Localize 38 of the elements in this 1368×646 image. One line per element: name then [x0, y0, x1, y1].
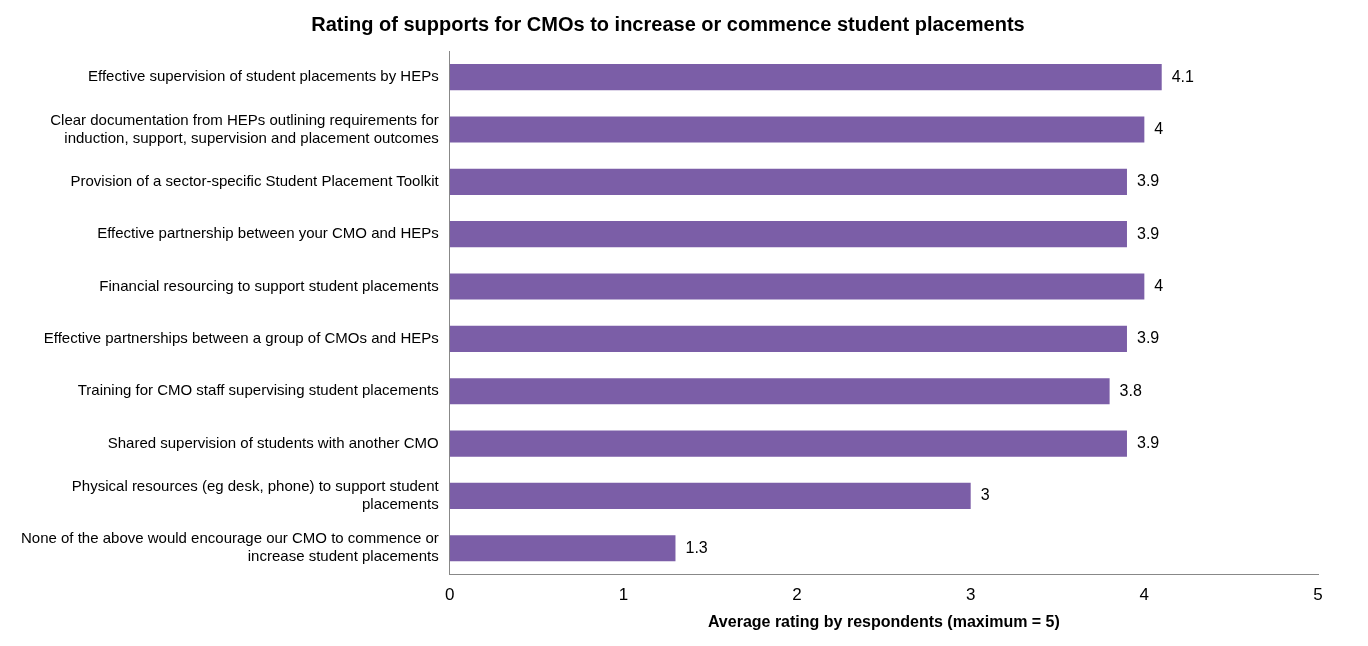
- y-tick-label: Physical resources (eg desk, phone) to support student placements: [71, 477, 440, 513]
- bar: [449, 64, 1162, 91]
- y-tick-label: Effective supervision of student placements by HEPs: [87, 67, 439, 85]
- data-label: 3.9: [1136, 224, 1160, 242]
- y-tick-label: Shared supervision of students with another CMO: [107, 433, 439, 451]
- data-label: 4.1: [1171, 67, 1195, 85]
- data-label: 3.9: [1136, 329, 1160, 347]
- x-tick-label: 2: [792, 585, 802, 605]
- data-label: 4: [1154, 276, 1164, 294]
- y-tick-label: Clear documentation from HEPs outlining requirements for induction, support, supervision and placement outcomes: [50, 110, 439, 146]
- x-axis-title: Average rating by respondents (maximum = 5): [707, 612, 1060, 630]
- x-tick-label: 4: [1139, 585, 1150, 605]
- x-tick-label: 5: [1313, 585, 1323, 605]
- bar: [449, 116, 1145, 143]
- data-label: 3.9: [1136, 433, 1160, 451]
- bar: [449, 168, 1127, 195]
- y-tick-label: Provision of a sector-specific Student Placement Toolkit: [70, 171, 440, 189]
- data-label: 3: [980, 486, 990, 504]
- bar: [449, 378, 1110, 405]
- bar: [449, 273, 1145, 300]
- bar: [449, 325, 1127, 352]
- y-tick-label: Financial resourcing to support student placements: [99, 276, 439, 294]
- y-tick-label: Effective partnerships between a group of CMOs and HEPs: [43, 329, 439, 347]
- data-label: 4: [1154, 119, 1164, 137]
- chart-title: Rating of supports for CMOs to increase or commence student placements: [311, 12, 1025, 35]
- y-tick-label: Effective partnership between your CMO and HEPs: [97, 224, 439, 242]
- data-label: 3.9: [1136, 172, 1160, 190]
- bar: [449, 430, 1127, 457]
- y-tick-label: None of the above would encourage our CMO to commence or increase student placements: [21, 529, 439, 565]
- bar: [449, 535, 676, 562]
- x-tick-label: 3: [965, 585, 976, 605]
- bar: [449, 221, 1127, 248]
- data-label: 1.3: [685, 538, 708, 556]
- data-label: 3.8: [1119, 381, 1142, 399]
- x-tick-label: 1: [618, 585, 629, 605]
- y-tick-label: Training for CMO staff supervising student placements: [77, 381, 439, 399]
- x-tick-label: 0: [445, 585, 455, 605]
- bar: [449, 482, 971, 509]
